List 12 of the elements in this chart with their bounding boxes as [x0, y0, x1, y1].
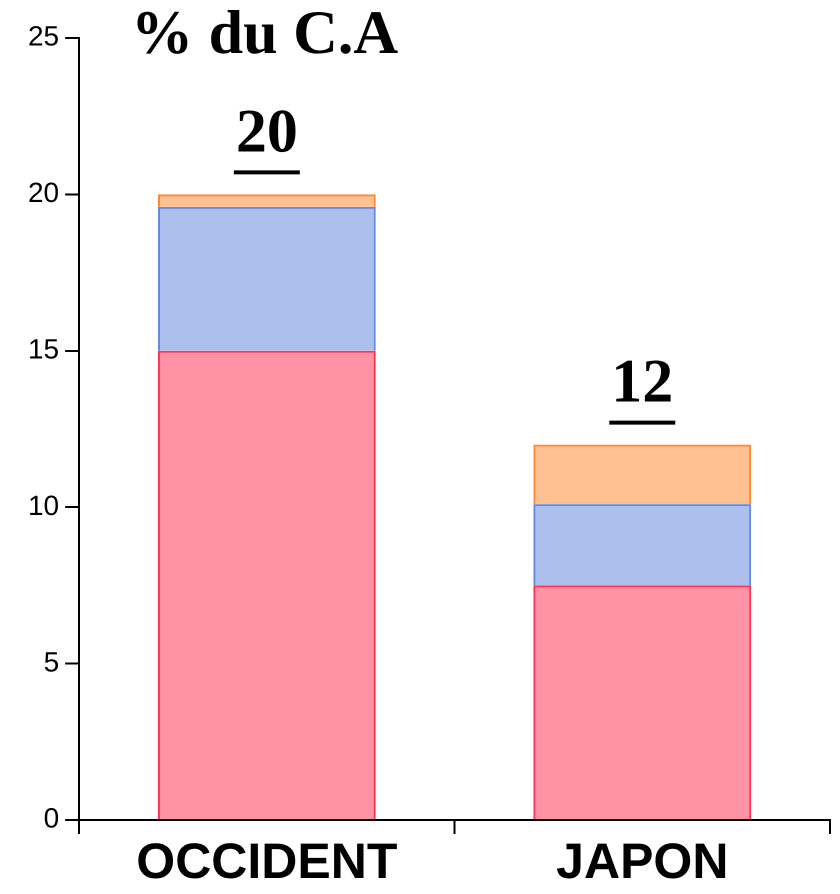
y-tick-label: 10 — [28, 490, 60, 521]
bar — [158, 194, 376, 207]
chart-title: % du C.A — [131, 0, 398, 68]
x-tick-label: OCCIDENT — [136, 832, 398, 889]
y-tick-label: 0 — [44, 802, 60, 834]
y-tick-label: 15 — [28, 334, 60, 365]
x-tick-label: JAPON — [556, 832, 728, 889]
y-tick-label: 25 — [28, 20, 60, 52]
y-tick-label: 5 — [44, 646, 60, 678]
y-tick-label: 20 — [28, 177, 60, 208]
total-label: 12 — [611, 348, 674, 416]
total-label: 20 — [236, 97, 298, 166]
